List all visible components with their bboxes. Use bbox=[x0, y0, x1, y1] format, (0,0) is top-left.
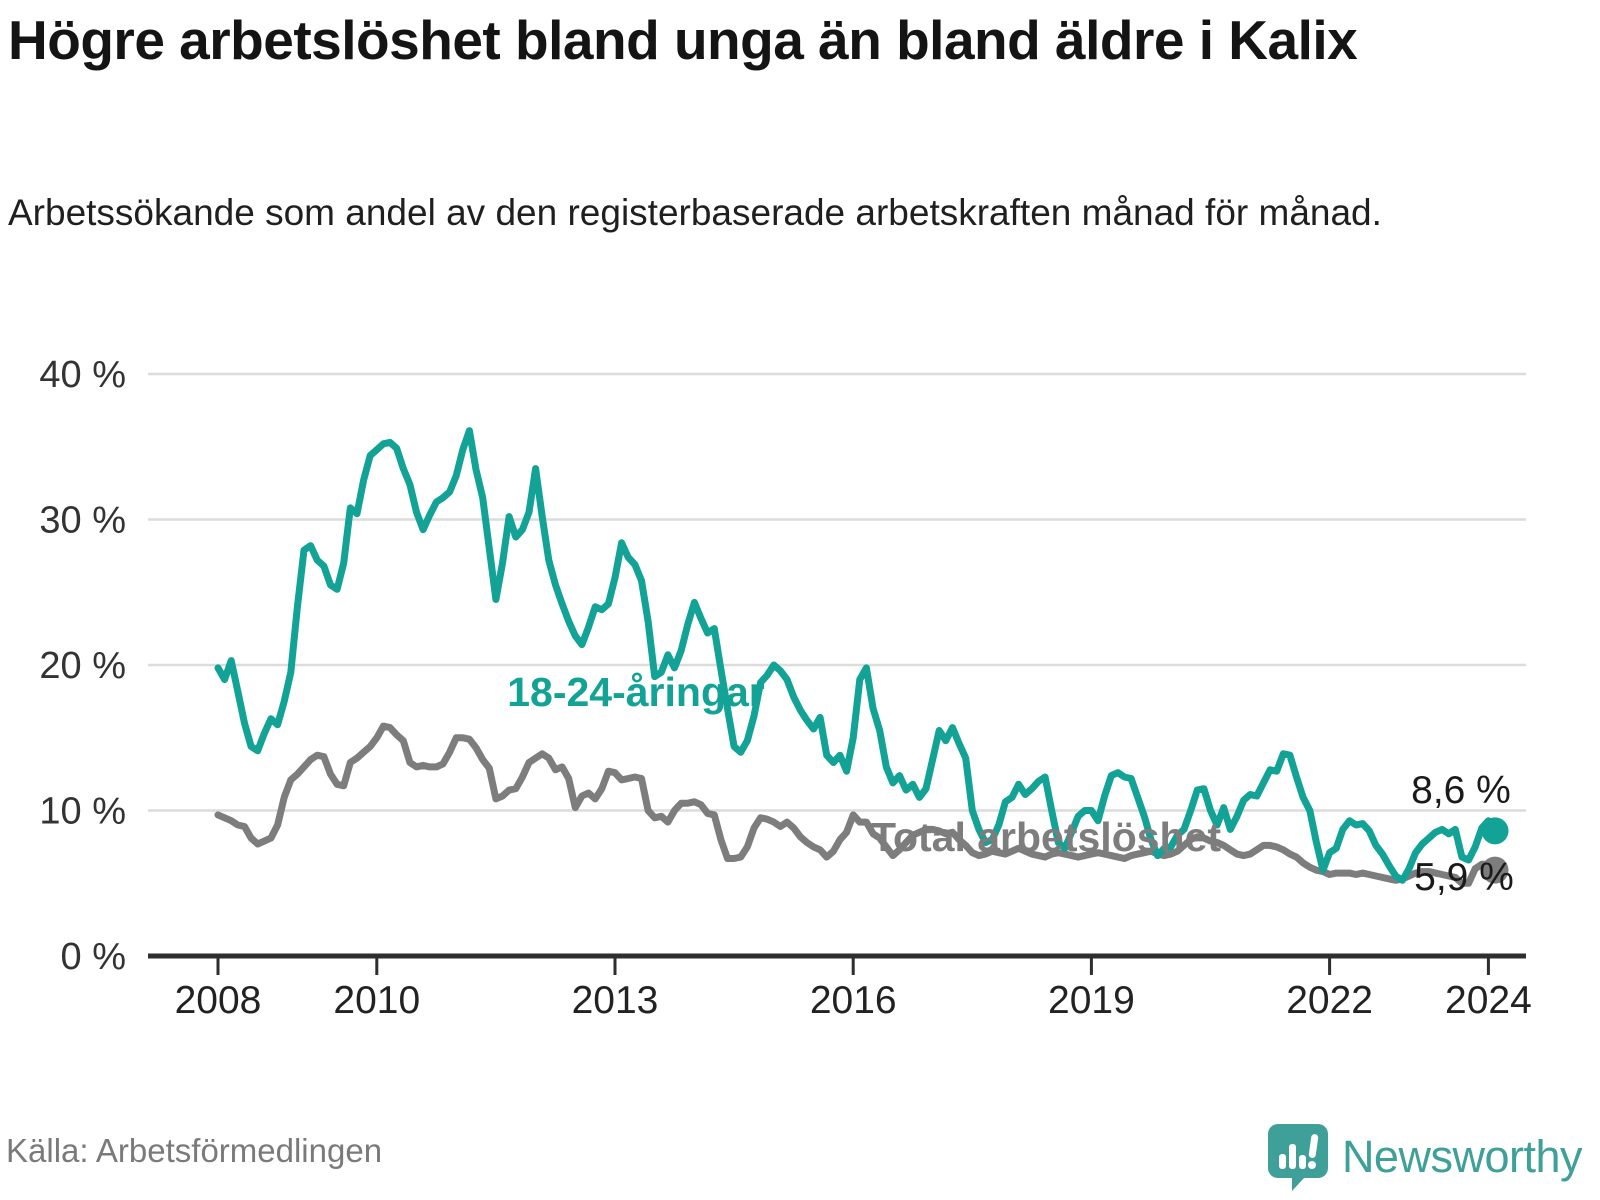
chart-subtitle: Arbetssökande som andel av den registerb… bbox=[8, 192, 1382, 233]
x-tick-label-2019: 2019 bbox=[1048, 979, 1135, 1022]
y-tick-label-30: 30 % bbox=[39, 500, 126, 542]
series-end-dot-total-arbetslöshet bbox=[1481, 856, 1509, 884]
x-tick-label-2008: 2008 bbox=[175, 979, 262, 1022]
logo-bar-3 bbox=[1298, 1155, 1306, 1169]
y-tick-label-10: 10 % bbox=[39, 791, 126, 833]
newsworthy-wordmark: Newsworthy bbox=[1341, 1131, 1583, 1182]
x-tick-label-2010: 2010 bbox=[333, 979, 420, 1022]
y-tick-label-40: 40 % bbox=[39, 354, 126, 396]
annotation-end-young: 8,6 % bbox=[1411, 769, 1511, 812]
newsworthy-logo: Newsworthy bbox=[1266, 1122, 1583, 1192]
annotation-label-total: Total arbetslöshet bbox=[871, 814, 1221, 860]
x-tick-label-2013: 2013 bbox=[572, 979, 659, 1022]
x-tick-label-2022: 2022 bbox=[1286, 979, 1373, 1022]
newsworthy-logo-icon bbox=[1267, 1124, 1328, 1191]
series-line-total-arbetslöshet bbox=[214, 722, 1499, 887]
annotation-label-young: 18-24-åringar bbox=[507, 669, 765, 715]
logo-bar-2 bbox=[1288, 1144, 1296, 1169]
logo-bar-1 bbox=[1278, 1154, 1286, 1169]
logo-exclamation-dot bbox=[1307, 1161, 1316, 1169]
annotation-end-total: 5,9 % bbox=[1414, 856, 1514, 899]
x-tick-label-2024: 2024 bbox=[1445, 979, 1532, 1022]
logo-bubble bbox=[1267, 1124, 1328, 1191]
series-end-dot-18-24-åringar bbox=[1481, 817, 1509, 845]
y-tick-label-20: 20 % bbox=[39, 645, 126, 687]
series-line-18-24-åringar bbox=[214, 427, 1499, 884]
chart-title: Högre arbetslöshet bland unga än bland ä… bbox=[8, 9, 1358, 71]
source-note: Källa: Arbetsförmedlingen bbox=[6, 1132, 383, 1169]
logo-exclamation-stem bbox=[1308, 1134, 1319, 1158]
x-tick-label-2016: 2016 bbox=[810, 979, 897, 1022]
y-tick-label-0: 0 % bbox=[61, 936, 126, 978]
